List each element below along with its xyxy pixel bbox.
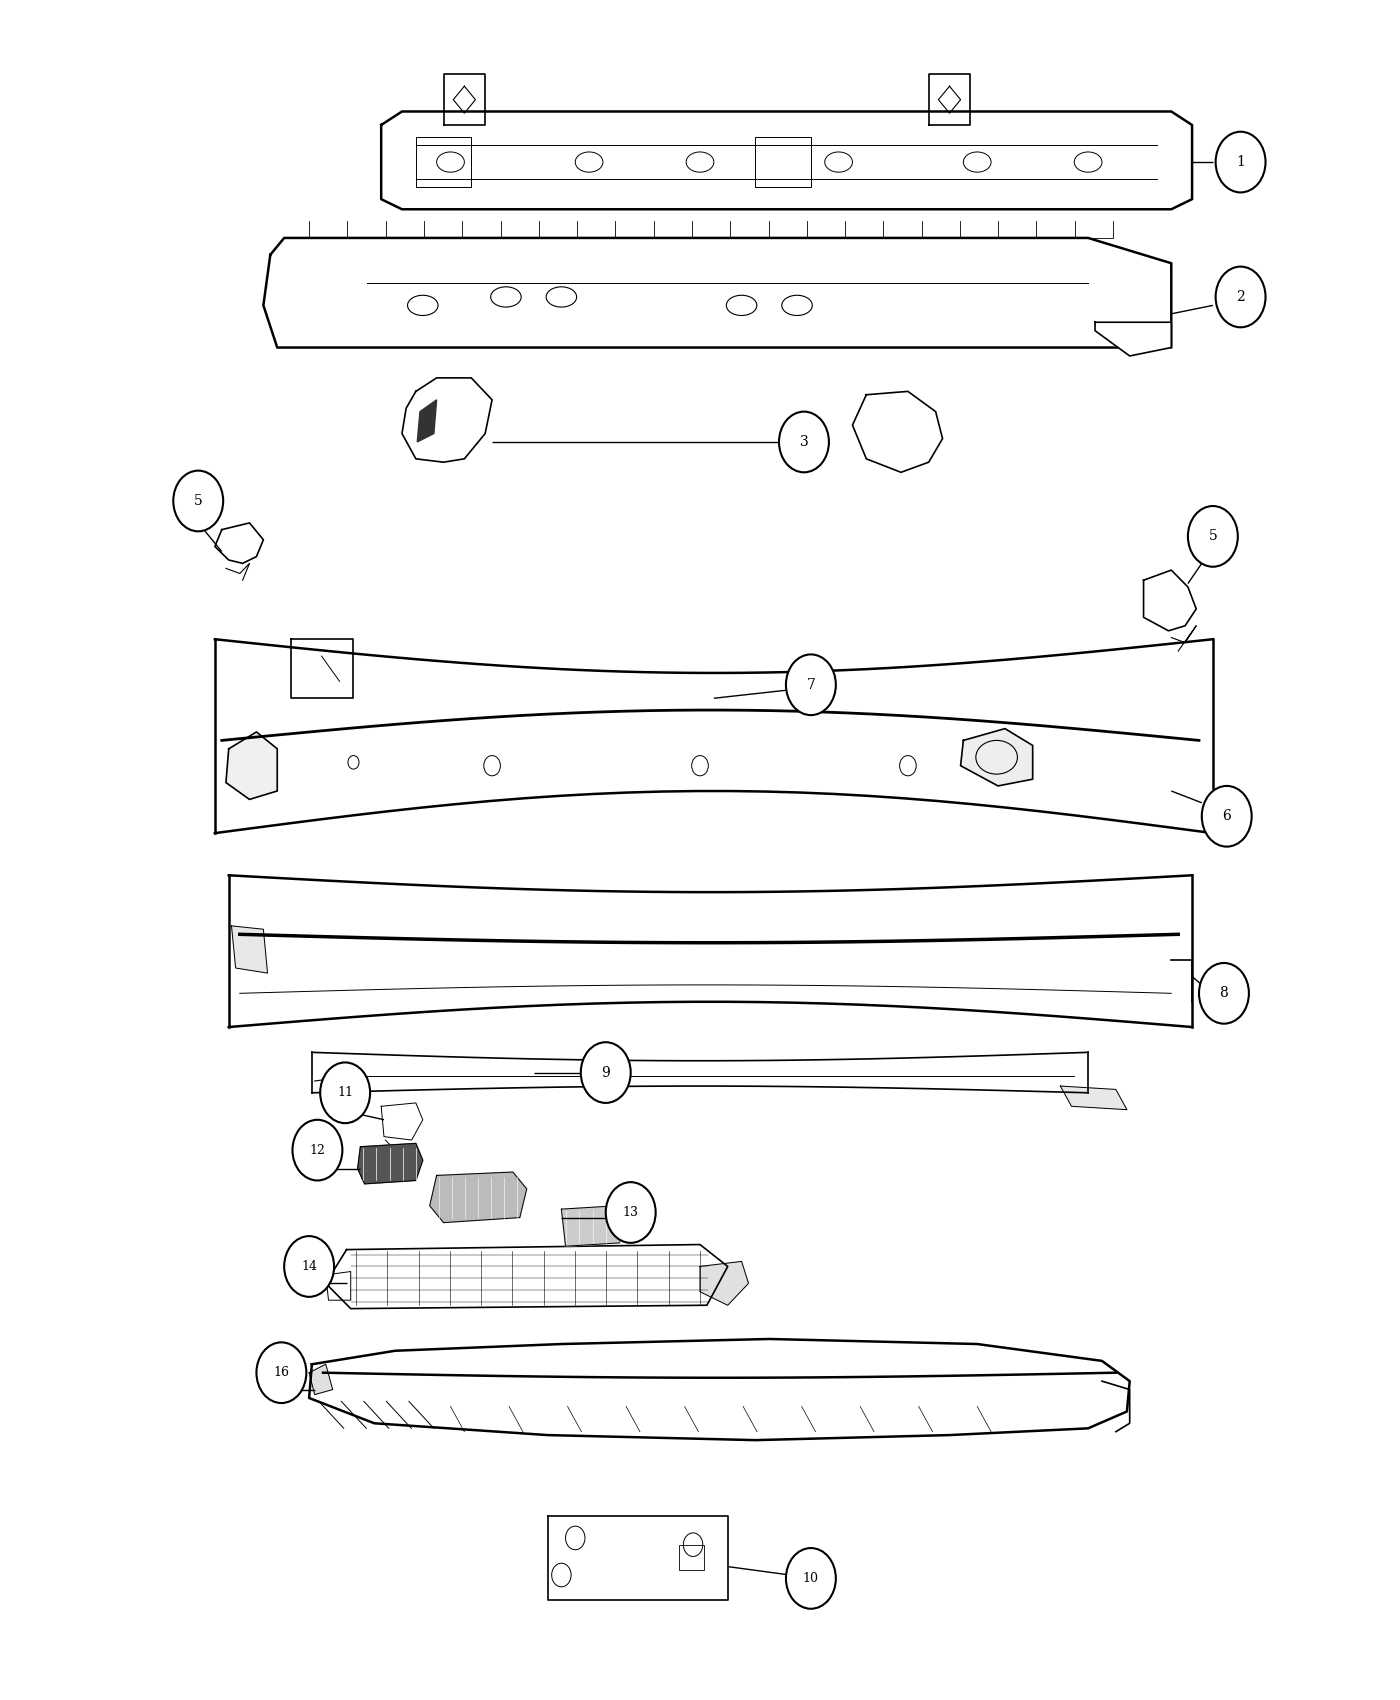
Text: 13: 13 xyxy=(623,1205,638,1219)
Polygon shape xyxy=(326,1244,728,1309)
Polygon shape xyxy=(214,524,263,563)
Text: 5: 5 xyxy=(1208,529,1217,544)
Text: 7: 7 xyxy=(806,678,815,692)
Circle shape xyxy=(785,1549,836,1608)
Circle shape xyxy=(1215,267,1266,328)
Circle shape xyxy=(284,1236,335,1297)
Polygon shape xyxy=(853,391,942,473)
Polygon shape xyxy=(309,1340,1130,1440)
Circle shape xyxy=(1189,507,1238,566)
Polygon shape xyxy=(312,1052,1088,1093)
Circle shape xyxy=(581,1042,630,1103)
Polygon shape xyxy=(228,876,1191,1027)
Circle shape xyxy=(606,1182,655,1243)
Polygon shape xyxy=(1060,1086,1127,1110)
Circle shape xyxy=(174,471,223,532)
Polygon shape xyxy=(225,733,277,799)
Circle shape xyxy=(1215,131,1266,192)
Circle shape xyxy=(256,1343,307,1402)
Text: 16: 16 xyxy=(273,1367,290,1379)
Circle shape xyxy=(1198,962,1249,1023)
Circle shape xyxy=(778,411,829,473)
Bar xyxy=(679,1545,704,1571)
Polygon shape xyxy=(444,75,486,126)
Text: 8: 8 xyxy=(1219,986,1228,1000)
Circle shape xyxy=(785,654,836,716)
Circle shape xyxy=(321,1062,370,1124)
Text: 1: 1 xyxy=(1236,155,1245,168)
Polygon shape xyxy=(231,927,267,972)
Polygon shape xyxy=(417,400,437,442)
Polygon shape xyxy=(430,1171,526,1222)
Text: 9: 9 xyxy=(602,1066,610,1080)
Text: 6: 6 xyxy=(1222,809,1231,823)
Polygon shape xyxy=(402,377,491,462)
Polygon shape xyxy=(326,1272,351,1300)
Polygon shape xyxy=(960,729,1033,785)
Bar xyxy=(416,136,472,187)
Polygon shape xyxy=(700,1261,749,1306)
Polygon shape xyxy=(547,1516,728,1600)
Polygon shape xyxy=(309,1365,333,1394)
Polygon shape xyxy=(561,1205,629,1246)
Polygon shape xyxy=(1144,570,1196,631)
Text: 5: 5 xyxy=(193,495,203,508)
Polygon shape xyxy=(357,1144,423,1183)
Text: 2: 2 xyxy=(1236,291,1245,304)
Polygon shape xyxy=(1095,323,1172,355)
Text: 11: 11 xyxy=(337,1086,353,1100)
Text: 3: 3 xyxy=(799,435,808,449)
Circle shape xyxy=(293,1120,343,1180)
Polygon shape xyxy=(263,238,1172,347)
Polygon shape xyxy=(381,112,1191,209)
Bar xyxy=(756,136,811,187)
Text: 12: 12 xyxy=(309,1144,325,1156)
Text: 14: 14 xyxy=(301,1260,318,1273)
Text: 10: 10 xyxy=(802,1572,819,1584)
Circle shape xyxy=(1201,785,1252,847)
Polygon shape xyxy=(214,639,1212,833)
Polygon shape xyxy=(928,75,970,126)
Polygon shape xyxy=(381,1103,423,1141)
Polygon shape xyxy=(291,639,353,699)
